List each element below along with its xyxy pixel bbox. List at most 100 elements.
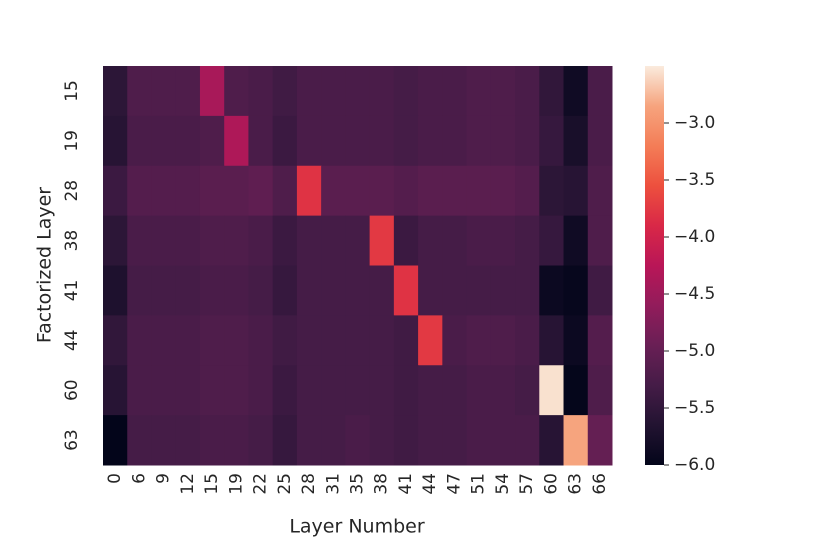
heatmap-cell [175, 215, 201, 266]
heatmap-cell [321, 265, 346, 316]
heatmap-cell [345, 365, 371, 416]
heatmap-cell [515, 365, 540, 416]
heatmap-cell [490, 415, 516, 466]
heatmap-cell [175, 415, 201, 466]
x-tick-label: 22 [251, 473, 271, 495]
heatmap-cell [563, 365, 589, 416]
heatmap-cell [175, 265, 201, 316]
heatmap-cell [515, 265, 540, 316]
heatmap-cell [442, 165, 468, 217]
heatmap-cell [466, 315, 492, 366]
heatmap-cell [563, 315, 589, 366]
heatmap-cell [442, 415, 468, 466]
heatmap-cell [248, 315, 274, 366]
y-tick-label: 63 [62, 429, 82, 451]
heatmap-cell [442, 365, 468, 416]
heatmap-cell [418, 66, 443, 117]
heatmap-cell [393, 115, 419, 167]
heatmap-cell [539, 415, 565, 466]
heatmap-cell [418, 315, 443, 366]
x-tick-label: 44 [420, 473, 440, 495]
heatmap-cell [127, 165, 152, 217]
heatmap-cell [103, 165, 128, 217]
x-tick-label: 41 [396, 473, 416, 495]
heatmap-cell [224, 215, 249, 266]
colorbar-tick-label: −3.5 [674, 170, 715, 190]
heatmap-cell [587, 165, 613, 217]
heatmap-cell [175, 165, 201, 217]
heatmap-cell [296, 165, 322, 217]
heatmap-cell [418, 165, 443, 217]
heatmap-cell [321, 115, 346, 167]
heatmap-cell [224, 315, 249, 366]
x-tick-label: 9 [154, 473, 174, 484]
y-tick-label: 44 [62, 329, 82, 351]
heatmap-cell [490, 66, 516, 117]
heatmap-cell [151, 115, 177, 167]
colorbar-tick-label: −5.5 [674, 398, 715, 418]
heatmap-cell [272, 265, 298, 316]
heatmap-cell [539, 66, 565, 117]
heatmap-cell [563, 215, 589, 266]
heatmap-cell [539, 265, 565, 316]
colorbar [645, 66, 664, 465]
heatmap-cell [248, 66, 274, 117]
heatmap-cell [248, 215, 274, 266]
heatmap-cell [296, 415, 322, 466]
heatmap-cell [369, 115, 395, 167]
heatmap-cell [418, 415, 443, 466]
colorbar-tick-label: −4.0 [674, 227, 715, 247]
heatmap-cell [369, 365, 395, 416]
heatmap-cell [539, 165, 565, 217]
heatmap-cell [345, 215, 371, 266]
heatmap-cell [272, 165, 298, 217]
heatmap-cell [515, 215, 540, 266]
heatmap-cell [272, 365, 298, 416]
heatmap-cell [248, 415, 274, 466]
y-tick-label: 41 [62, 280, 82, 302]
heatmap-cell [103, 415, 128, 466]
x-tick-label: 25 [275, 473, 295, 495]
heatmap-cell [418, 115, 443, 167]
heatmap-cell [490, 165, 516, 217]
heatmap-cell [321, 215, 346, 266]
heatmap-cell [539, 115, 565, 167]
heatmap-cell [321, 365, 346, 416]
x-tick-label: 12 [178, 473, 198, 495]
heatmap-cell [466, 165, 492, 217]
y-tick-label: 28 [62, 180, 82, 202]
x-tick-label: 54 [493, 473, 513, 495]
heatmap-cell [587, 315, 613, 366]
heatmap-cell [345, 415, 371, 466]
y-tick-label: 38 [62, 230, 82, 252]
heatmap-cell [442, 315, 468, 366]
heatmap-cell [539, 215, 565, 266]
heatmap-cell [199, 415, 225, 466]
heatmap-cell [515, 165, 540, 217]
heatmap-cell [296, 66, 322, 117]
x-tick-label: 19 [226, 473, 246, 495]
heatmap-cell [103, 315, 128, 366]
heatmap-cell [321, 315, 346, 366]
heatmap-cell [490, 315, 516, 366]
heatmap-cell [466, 215, 492, 266]
heatmap-cell [393, 66, 419, 117]
heatmap-cell [296, 365, 322, 416]
heatmap-cell [127, 315, 152, 366]
heatmap-cell [587, 215, 613, 266]
heatmap-cell [393, 415, 419, 466]
heatmap-cell [515, 415, 540, 466]
heatmap-cell [151, 265, 177, 316]
heatmap-cell [151, 365, 177, 416]
heatmap-cell [393, 165, 419, 217]
heatmap-cell [587, 115, 613, 167]
heatmap-cell [127, 215, 152, 266]
x-tick-label: 57 [517, 473, 537, 495]
heatmap-cell [175, 66, 201, 117]
colorbar-tick-label: −4.5 [674, 284, 715, 304]
heatmap-cell [539, 315, 565, 366]
heatmap-cell [199, 265, 225, 316]
heatmap-cell [563, 115, 589, 167]
y-tick-label: 19 [62, 130, 82, 152]
heatmap-cell [272, 66, 298, 117]
